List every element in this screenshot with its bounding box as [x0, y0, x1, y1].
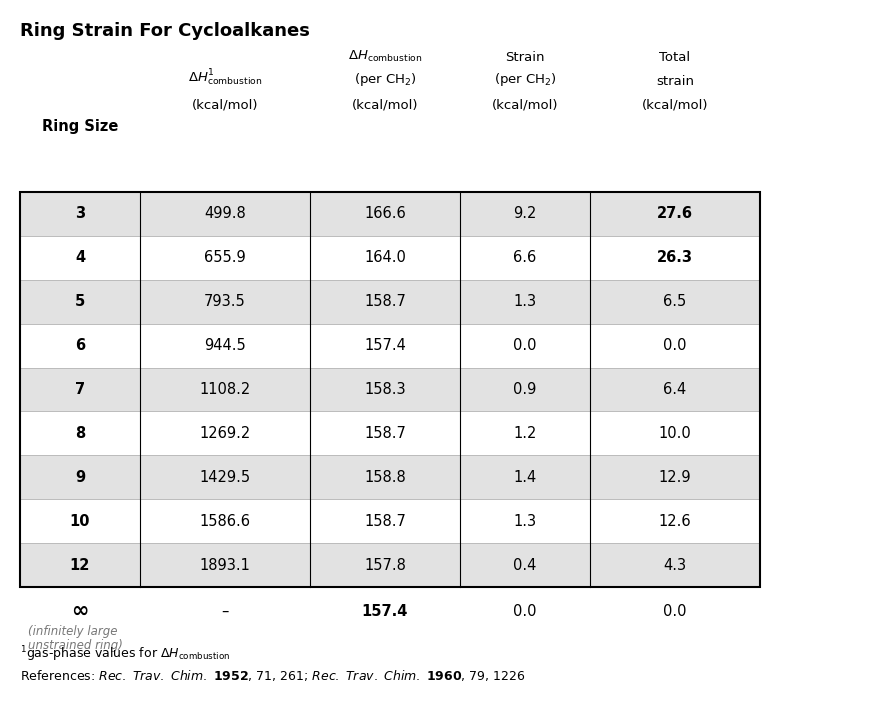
Text: 499.8: 499.8	[203, 206, 246, 221]
Text: 12.9: 12.9	[658, 470, 690, 485]
Text: 10: 10	[69, 513, 90, 529]
Text: 1.3: 1.3	[513, 294, 536, 309]
Bar	[20, 456, 759, 499]
Text: (kcal/mol): (kcal/mol)	[491, 99, 558, 112]
Text: 1108.2: 1108.2	[199, 382, 250, 397]
Text: 1.3: 1.3	[513, 513, 536, 529]
Text: strain: strain	[655, 75, 693, 88]
Text: Total: Total	[659, 51, 690, 64]
Text: 4: 4	[75, 251, 85, 266]
Text: unstrained ring): unstrained ring)	[28, 639, 123, 652]
Text: 157.8: 157.8	[364, 557, 405, 572]
Text: 12: 12	[70, 557, 90, 572]
Text: 158.8: 158.8	[364, 470, 405, 485]
Bar	[20, 543, 759, 587]
Text: (kcal/mol): (kcal/mol)	[191, 99, 258, 112]
Text: (kcal/mol): (kcal/mol)	[352, 99, 417, 112]
Text: (kcal/mol): (kcal/mol)	[641, 99, 708, 112]
Text: 1586.6: 1586.6	[199, 513, 250, 529]
Text: 6.5: 6.5	[663, 294, 686, 309]
Text: 0.0: 0.0	[662, 604, 686, 619]
Text: 1.4: 1.4	[513, 470, 536, 485]
Text: 12.6: 12.6	[658, 513, 690, 529]
Text: References: $\it{Rec.}$ $\it{Trav.}$ $\it{Chim.}$ $\bf{1952}$, $\it{71}$, 261; $: References: $\it{Rec.}$ $\it{Trav.}$ $\i…	[20, 668, 525, 683]
Text: ∞: ∞	[71, 601, 89, 621]
Text: 157.4: 157.4	[361, 604, 408, 619]
Text: 4.3: 4.3	[663, 557, 686, 572]
Text: Ring Size: Ring Size	[42, 119, 118, 134]
Text: (per CH$_2$): (per CH$_2$)	[353, 71, 416, 88]
Text: Strain: Strain	[504, 51, 544, 64]
Text: 0.4: 0.4	[513, 557, 536, 572]
Text: (per CH$_2$): (per CH$_2$)	[493, 71, 556, 88]
Text: 0.0: 0.0	[662, 338, 686, 353]
Text: 3: 3	[75, 206, 85, 221]
Text: $\Delta H_{\mathregular{combustion}}^{1}$: $\Delta H_{\mathregular{combustion}}^{1}…	[188, 68, 262, 88]
Text: 1893.1: 1893.1	[199, 557, 250, 572]
Text: 27.6: 27.6	[656, 206, 692, 221]
Bar	[20, 499, 759, 543]
Text: 9.2: 9.2	[513, 206, 536, 221]
Bar	[20, 280, 759, 324]
Bar	[20, 236, 759, 280]
Text: 166.6: 166.6	[364, 206, 405, 221]
Text: 158.3: 158.3	[364, 382, 405, 397]
Text: 0.0: 0.0	[513, 604, 536, 619]
Text: 944.5: 944.5	[203, 338, 246, 353]
Text: 1269.2: 1269.2	[199, 426, 250, 441]
Text: 793.5: 793.5	[203, 294, 246, 309]
Text: 8: 8	[75, 426, 85, 441]
Text: 0.9: 0.9	[513, 382, 536, 397]
Text: 6.6: 6.6	[513, 251, 536, 266]
Text: (infinitely large: (infinitely large	[28, 625, 118, 638]
Text: 6.4: 6.4	[663, 382, 686, 397]
Text: 5: 5	[75, 294, 85, 309]
Text: 26.3: 26.3	[656, 251, 692, 266]
Text: 158.7: 158.7	[364, 513, 405, 529]
Text: 1429.5: 1429.5	[199, 470, 250, 485]
Bar	[20, 324, 759, 367]
Text: 158.7: 158.7	[364, 426, 405, 441]
Text: 0.0: 0.0	[513, 338, 536, 353]
Bar	[20, 192, 759, 587]
Text: 164.0: 164.0	[364, 251, 405, 266]
Bar	[20, 412, 759, 456]
Text: 9: 9	[75, 470, 85, 485]
Text: $^1$gas-phase values for $\Delta H_{\mathregular{combustion}}$: $^1$gas-phase values for $\Delta H_{\mat…	[20, 644, 230, 664]
Text: 10.0: 10.0	[658, 426, 690, 441]
Text: Ring Strain For Cycloalkanes: Ring Strain For Cycloalkanes	[20, 22, 310, 40]
Text: $\Delta H_{\mathregular{combustion}}$: $\Delta H_{\mathregular{combustion}}$	[347, 49, 422, 64]
Text: 6: 6	[75, 338, 85, 353]
Text: 158.7: 158.7	[364, 294, 405, 309]
Bar	[20, 367, 759, 412]
Bar	[20, 192, 759, 236]
Text: 7: 7	[75, 382, 85, 397]
Text: –: –	[221, 604, 228, 619]
Text: 655.9: 655.9	[203, 251, 246, 266]
Text: 157.4: 157.4	[364, 338, 405, 353]
Text: 1.2: 1.2	[513, 426, 536, 441]
